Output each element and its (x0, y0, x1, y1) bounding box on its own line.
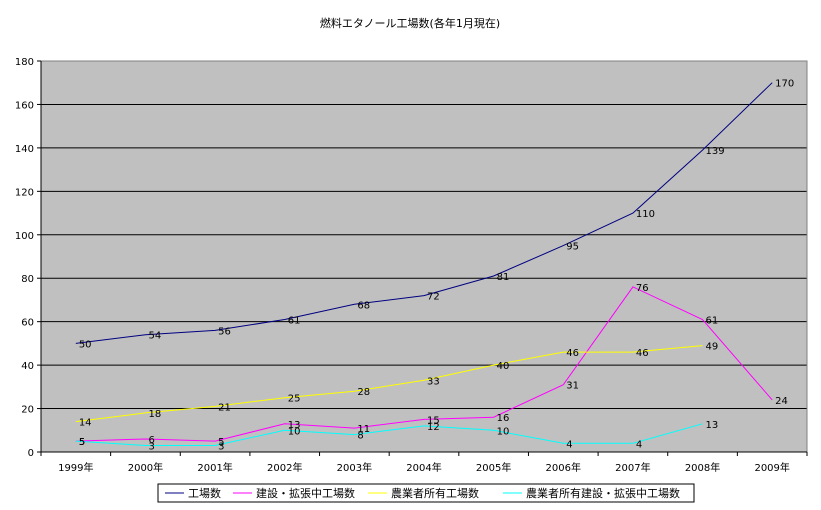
data-label: 49 (706, 342, 719, 353)
y-tick-label: 180 (15, 57, 34, 68)
legend-label: 農業者所有工場数 (391, 486, 479, 500)
data-label: 5 (218, 437, 224, 448)
plot-area (41, 61, 807, 452)
data-label: 68 (357, 300, 370, 311)
data-label: 76 (636, 283, 649, 294)
series-line-3 (75, 345, 703, 423)
x-tick-label: 2004年 (406, 461, 441, 474)
x-tick-label: 2003年 (337, 461, 372, 474)
data-label: 3 (148, 441, 154, 452)
data-label: 12 (427, 422, 440, 433)
data-label: 10 (497, 426, 510, 437)
legend: 工場数 建設・拡張中工場数 農業者所有工場数 農業者所有建設・拡張中工場数 (157, 483, 695, 503)
series-line-1 (75, 82, 773, 344)
data-label: 33 (427, 376, 440, 387)
series-group (75, 82, 773, 446)
x-tick-label: 2005年 (476, 461, 511, 474)
chart-title: 燃料エタノール工場数(各年1月現在) (320, 16, 500, 30)
y-axis-ticks: 0 20 40 60 80 100 120 140 160 180 (15, 57, 41, 459)
data-label: 72 (427, 292, 440, 303)
data-label: 13 (288, 420, 301, 431)
data-label: 46 (566, 348, 579, 359)
data-label: 24 (775, 396, 788, 407)
data-label: 16 (497, 413, 510, 424)
y-tick-label: 0 (28, 448, 34, 459)
data-label: 6 (148, 435, 154, 446)
x-tick-label: 2007年 (615, 461, 650, 474)
y-tick-label: 100 (15, 231, 34, 242)
legend-label: 建設・拡張中工場数 (256, 486, 355, 500)
data-label: 5 (79, 437, 85, 448)
data-label: 61 (288, 315, 301, 326)
data-label: 110 (636, 209, 655, 220)
data-label: 15 (427, 415, 440, 426)
data-label: 61 (706, 315, 719, 326)
data-label: 21 (218, 402, 231, 413)
data-label: 3 (218, 441, 224, 452)
legend-label: 農業者所有建設・拡張中工場数 (526, 486, 680, 500)
data-label: 25 (288, 394, 301, 405)
data-label: 8 (357, 431, 363, 442)
legend-box (157, 483, 695, 503)
data-label: 13 (706, 420, 719, 431)
data-label: 56 (218, 326, 231, 337)
y-tick-label: 80 (21, 274, 34, 285)
y-tick-label: 60 (21, 318, 34, 329)
x-tick-label: 1999年 (58, 461, 93, 474)
data-label: 4 (636, 439, 642, 450)
data-label: 5 (79, 437, 85, 448)
data-label: 139 (706, 146, 725, 157)
y-tick-label: 140 (15, 144, 34, 155)
data-label: 50 (79, 339, 92, 350)
data-label: 40 (497, 361, 510, 372)
x-tick-label: 2009年 (754, 461, 789, 474)
gridlines (40, 60, 808, 453)
x-tick-label: 2006年 (546, 461, 581, 474)
series-line-4 (75, 423, 703, 446)
data-label: 10 (288, 426, 301, 437)
x-tick-label: 2001年 (197, 461, 232, 474)
x-tick-label: 2002年 (267, 461, 302, 474)
data-label: 54 (148, 331, 161, 342)
data-label: 31 (566, 381, 579, 392)
x-tick-label: 2000年 (128, 461, 163, 474)
y-tick-label: 160 (15, 100, 34, 111)
data-label: 81 (497, 272, 510, 283)
data-label: 46 (636, 348, 649, 359)
data-label: 18 (148, 409, 161, 420)
legend-label: 工場数 (188, 487, 221, 500)
data-label: 14 (79, 418, 92, 429)
y-tick-label: 120 (15, 187, 34, 198)
series-line-2 (75, 286, 773, 442)
data-label: 28 (357, 387, 370, 398)
y-tick-label: 40 (21, 361, 34, 372)
data-label: 170 (775, 79, 794, 90)
data-label: 95 (566, 242, 579, 253)
data-label: 4 (566, 439, 572, 450)
data-label: 11 (357, 424, 370, 435)
x-axis-ticks: 1999年 2000年 2001年 2002年 2003年 2004年 2005年 2006年… (40, 452, 808, 474)
y-tick-label: 20 (21, 405, 34, 416)
x-tick-label: 2008年 (685, 461, 720, 474)
